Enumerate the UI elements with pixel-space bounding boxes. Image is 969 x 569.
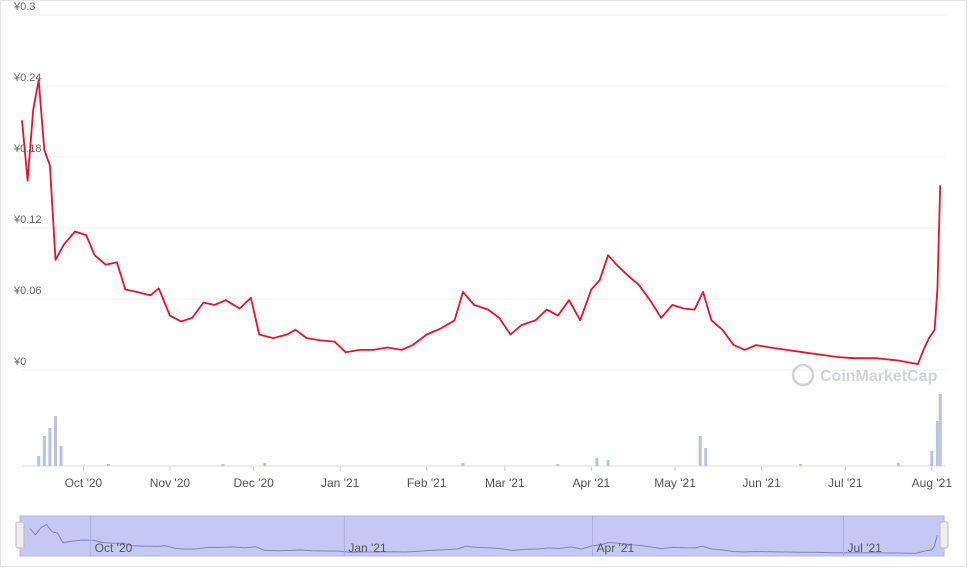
volume-bar xyxy=(938,394,942,466)
volume-bar xyxy=(556,464,560,466)
volume-bar xyxy=(53,416,57,466)
volume-bar xyxy=(595,458,599,466)
volume-bar xyxy=(37,456,41,466)
navigator-label: Jan '21 xyxy=(348,541,387,555)
navigator-label: Oct '20 xyxy=(95,541,133,555)
volume-bar xyxy=(263,463,267,466)
volume-bar xyxy=(606,460,610,466)
x-tick-label: Apr '21 xyxy=(573,476,611,490)
volume-bar xyxy=(698,436,702,466)
x-tick-label: Jul '21 xyxy=(828,476,863,490)
x-tick-label: Mar '21 xyxy=(485,476,525,490)
volume-bar xyxy=(896,463,900,466)
volume-bar xyxy=(799,464,803,466)
x-tick-label: Aug '21 xyxy=(912,476,953,490)
y-tick-label: ¥0.24 xyxy=(13,72,42,84)
volume-bar xyxy=(42,436,46,466)
volume-bar xyxy=(935,421,939,466)
x-tick-label: Oct '20 xyxy=(65,476,103,490)
volume-bar xyxy=(704,448,708,466)
navigator-handle[interactable] xyxy=(15,521,25,549)
x-tick-label: Feb '21 xyxy=(407,476,447,490)
x-tick-label: Dec '20 xyxy=(233,476,274,490)
y-tick-label: ¥0.12 xyxy=(13,214,42,226)
navigator[interactable] xyxy=(19,515,945,557)
y-tick-label: ¥0.3 xyxy=(13,1,35,13)
volume-bar xyxy=(59,446,63,466)
volume-bar xyxy=(930,451,934,466)
y-tick-label: ¥0.18 xyxy=(13,143,42,155)
volume-bar xyxy=(48,428,52,466)
y-tick-label: ¥0 xyxy=(13,356,26,368)
watermark: CoinMarketCap xyxy=(791,363,938,387)
navigator-line xyxy=(29,523,938,554)
price-line xyxy=(21,79,942,365)
x-tick-label: Jun '21 xyxy=(742,476,781,490)
x-tick-label: May '21 xyxy=(654,476,696,490)
volume-bar xyxy=(461,463,465,466)
navigator-label: Apr '21 xyxy=(597,541,635,555)
plot: ¥0 ¥0.06 ¥0.12 ¥0.18 ¥0.24 ¥0.3 Oct '20 Nov '20… xyxy=(13,1,952,490)
x-tick-label: Jan '21 xyxy=(321,476,360,490)
volume-bar xyxy=(107,464,111,466)
volume-bar xyxy=(221,464,225,466)
watermark-text: CoinMarketCap xyxy=(820,368,938,385)
navigator-handle[interactable] xyxy=(939,521,949,549)
y-tick-label: ¥0.06 xyxy=(13,285,42,297)
x-tick-label: Nov '20 xyxy=(150,476,191,490)
navigator-label: Jul '21 xyxy=(847,541,882,555)
